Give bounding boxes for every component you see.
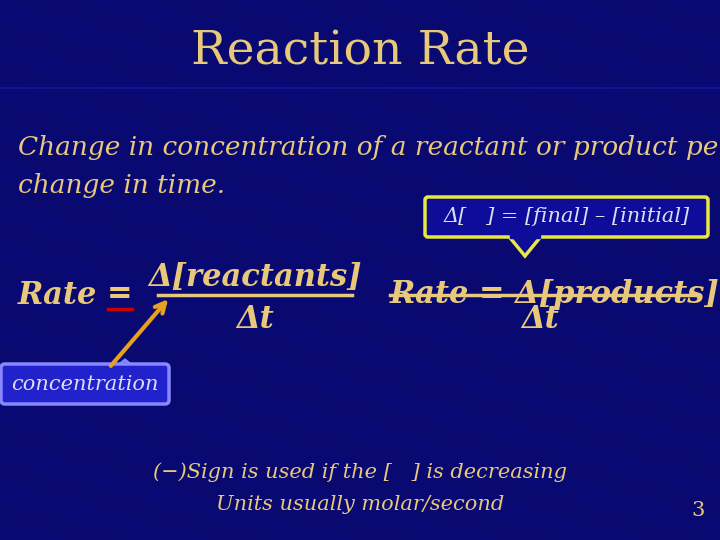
Text: Δt: Δt — [521, 305, 559, 335]
Text: Δ[reactants]: Δ[reactants] — [148, 261, 361, 293]
FancyBboxPatch shape — [1, 364, 169, 404]
Text: (−)Sign is used if the [   ] is decreasing: (−)Sign is used if the [ ] is decreasing — [153, 462, 567, 482]
Text: Δt: Δt — [236, 305, 274, 335]
Text: =: = — [107, 280, 132, 310]
FancyBboxPatch shape — [425, 197, 708, 237]
Text: change in time.: change in time. — [18, 172, 225, 198]
Text: Δ[   ] = [final] – [initial]: Δ[ ] = [final] – [initial] — [444, 207, 690, 226]
Text: Rate: Rate — [18, 280, 97, 310]
Polygon shape — [510, 232, 540, 238]
Text: Rate = Δ[products]: Rate = Δ[products] — [390, 280, 720, 310]
Text: Reaction Rate: Reaction Rate — [191, 29, 529, 75]
Polygon shape — [115, 360, 135, 368]
Polygon shape — [507, 234, 543, 256]
Text: Change in concentration of a reactant or product per: Change in concentration of a reactant or… — [18, 136, 720, 160]
Text: Units usually molar/second: Units usually molar/second — [216, 496, 504, 515]
Text: concentration: concentration — [12, 375, 158, 394]
Text: 3: 3 — [692, 501, 705, 519]
